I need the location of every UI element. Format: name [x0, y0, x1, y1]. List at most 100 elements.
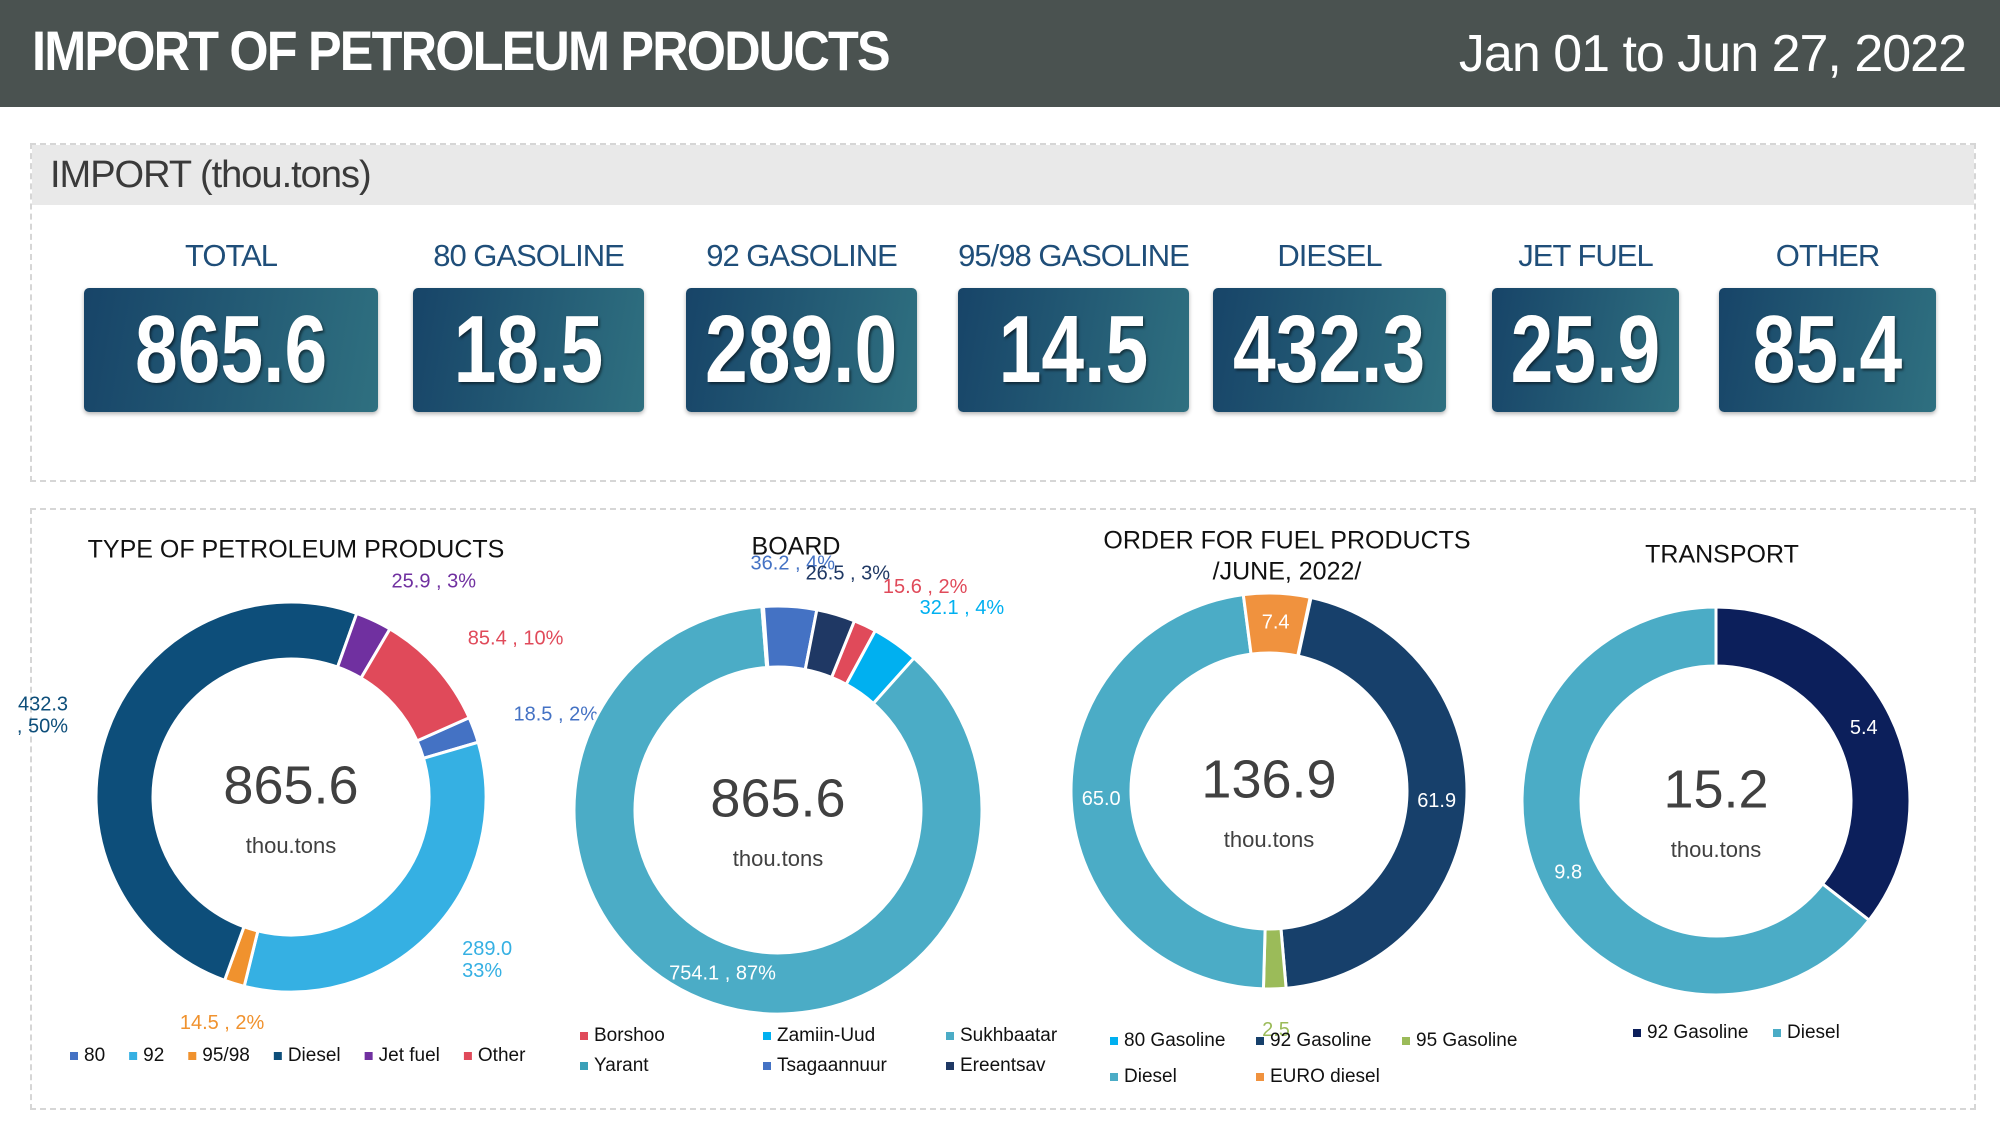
- legend-label: Other: [478, 1045, 526, 1066]
- kpi-label: OTHER: [1775, 238, 1881, 273]
- legend-label: 80 Gasoline: [1124, 1030, 1225, 1051]
- legend-swatch: [1256, 1073, 1264, 1081]
- legend-label: 95/98: [202, 1045, 250, 1066]
- legend-label: 92: [143, 1045, 164, 1066]
- value-label: 7.4: [1262, 611, 1290, 633]
- donut-slice: [242, 740, 488, 994]
- date-range: Jan 01 to Jun 27, 2022: [1458, 25, 1967, 83]
- donut-slice: [1520, 605, 1872, 997]
- header: IMPORT OF PETROLEUM PRODUCTS Jan 01 to J…: [0, 0, 2000, 107]
- legend-swatch: [463, 1052, 472, 1060]
- page-title: IMPORT OF PETROLEUM PRODUCTS: [32, 19, 891, 82]
- kpi-label: 92 GASOLINE: [706, 238, 898, 273]
- legend-swatch: [188, 1052, 197, 1060]
- legend-swatch: [364, 1052, 373, 1060]
- legend-swatch: [946, 1062, 954, 1070]
- kpi-card: 85.4: [1719, 288, 1936, 412]
- value-label: 15.6 , 2%: [883, 576, 968, 598]
- value-label: 432.3, 50%: [17, 694, 68, 738]
- donut-slice: [1241, 591, 1312, 658]
- donut-slice: [803, 607, 857, 680]
- kpi-label: DIESEL: [1277, 238, 1382, 273]
- donut-slice: [94, 600, 359, 983]
- kpi-value: 432.3: [1233, 296, 1426, 403]
- value-label: 5.4: [1850, 717, 1878, 739]
- value-label: 85.4 , 10%: [468, 627, 564, 649]
- legend-swatch: [273, 1052, 282, 1060]
- legend-label: Diesel: [1124, 1066, 1177, 1087]
- center-value: 15.2: [1663, 759, 1768, 819]
- legend-label: Zamiin-Uud: [777, 1025, 875, 1046]
- value-label: 9.8: [1554, 862, 1582, 884]
- legend-swatch: [1402, 1037, 1410, 1045]
- legend-swatch: [1773, 1029, 1781, 1037]
- donut-slice: [358, 626, 472, 743]
- chart-title: TRANSPORT: [1645, 541, 1799, 569]
- kpi-value: 14.5: [998, 296, 1149, 403]
- legend-swatch: [763, 1032, 771, 1040]
- legend-label: 92 Gasoline: [1270, 1030, 1371, 1051]
- legend-label: Borshoo: [594, 1025, 665, 1046]
- center-value: 865.6: [710, 768, 845, 828]
- value-label: 26.5 , 3%: [806, 562, 891, 584]
- value-label: 32.1 , 4%: [920, 597, 1005, 619]
- value-label: 18.5 , 2%: [513, 704, 598, 726]
- kpi-label: 95/98 GASOLINE: [958, 238, 1190, 273]
- kpi-card: 18.5: [413, 288, 644, 412]
- value-label: 14.5 , 2%: [180, 1012, 265, 1034]
- donut-slice: [1714, 605, 1912, 923]
- legend-label: Ereentsav: [960, 1055, 1046, 1076]
- center-label: thou.tons: [1671, 837, 1762, 862]
- kpi-label: TOTAL: [184, 238, 278, 273]
- section-title: IMPORT (thou.tons): [32, 145, 1974, 205]
- kpi-value: 289.0: [705, 296, 898, 403]
- value-label: 2.5: [1262, 1019, 1290, 1041]
- legend-label: Diesel: [288, 1045, 341, 1066]
- center-label: thou.tons: [733, 846, 824, 871]
- legend-label: EURO diesel: [1270, 1066, 1380, 1087]
- legend-swatch: [580, 1032, 588, 1040]
- legend-label: 80: [84, 1045, 105, 1066]
- kpi-label: JET FUEL: [1518, 238, 1653, 273]
- donut-slice: [1069, 592, 1267, 991]
- donut-slice: [572, 605, 984, 1016]
- value-label: 61.9: [1417, 790, 1456, 812]
- value-label: 289.0 33%: [462, 938, 512, 982]
- center-label: thou.tons: [246, 833, 337, 858]
- chart-title: ORDER FOR FUEL PRODUCTS: [1103, 527, 1470, 555]
- legend-swatch: [1110, 1037, 1118, 1045]
- kpi-card: 14.5: [958, 288, 1189, 412]
- donut-slice: [1279, 595, 1469, 990]
- value-label: 65.0: [1082, 788, 1121, 810]
- legend-swatch: [1110, 1073, 1118, 1081]
- kpi-value: 18.5: [453, 296, 604, 403]
- kpi-card: 432.3: [1213, 288, 1446, 412]
- legend-swatch: [1633, 1029, 1641, 1037]
- donut-slice: [1261, 926, 1288, 991]
- kpi-label: 80 GASOLINE: [433, 238, 625, 273]
- kpi-value: 865.6: [134, 296, 328, 403]
- legend-label: Yarant: [594, 1055, 649, 1076]
- legend-swatch: [70, 1052, 78, 1060]
- kpi-card: 865.6: [84, 288, 378, 412]
- value-label: 36.2 , 4%: [751, 553, 836, 575]
- chart-title: TYPE OF PETROLEUM PRODUCTS: [88, 536, 505, 564]
- charts-panel: [30, 508, 1976, 1110]
- chart-title: BOARD: [752, 533, 841, 561]
- legend-label: Diesel: [1787, 1022, 1840, 1043]
- center-label: thou.tons: [1224, 827, 1315, 852]
- value-label: 25.9 , 3%: [392, 571, 477, 593]
- center-value: 136.9: [1201, 749, 1336, 809]
- legend-swatch: [946, 1032, 954, 1040]
- legend-swatch: [129, 1052, 138, 1060]
- legend-label: 95 Gasoline: [1416, 1030, 1517, 1051]
- legend-label: Sukhbaatar: [960, 1025, 1058, 1046]
- legend-swatch: [1256, 1037, 1264, 1045]
- value-label: 754.1 , 87%: [669, 963, 776, 985]
- kpi-value: 85.4: [1752, 296, 1903, 403]
- center-value: 865.6: [223, 755, 358, 815]
- legend-label: 92 Gasoline: [1647, 1022, 1748, 1043]
- legend-swatch: [580, 1062, 588, 1070]
